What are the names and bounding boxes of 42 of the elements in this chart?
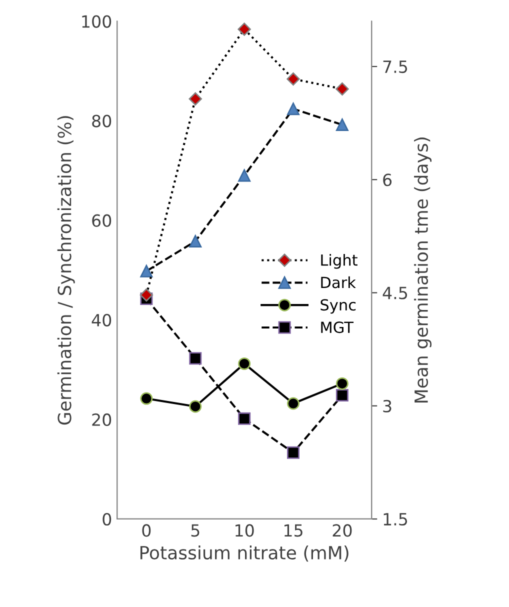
y-axis-title: Germination / Synchronization (%)	[57, 116, 75, 425]
point	[188, 92, 202, 106]
y2-axis-title: Mean germination tme (days)	[414, 138, 432, 402]
y2-tick-label: 1.5	[384, 513, 408, 526]
point	[140, 288, 154, 302]
point	[336, 377, 348, 390]
y-tick-label: 60	[92, 214, 112, 227]
point	[287, 102, 300, 116]
point	[140, 392, 153, 405]
point	[238, 22, 251, 36]
point	[336, 389, 348, 402]
point	[287, 446, 300, 459]
x-tick-label: 5	[191, 524, 200, 537]
y-tick-label: 100	[82, 15, 112, 28]
y2-tick-label: 4.5	[382, 286, 408, 300]
x-tick-label: 20	[332, 524, 352, 537]
legend-label: Light	[321, 254, 358, 269]
y-tick-label: 80	[92, 114, 112, 128]
point	[189, 234, 202, 248]
legend-label: Dark	[321, 276, 356, 288]
y2-tick-label: 3	[383, 400, 392, 412]
x-tick-label: 10	[236, 524, 254, 537]
point	[189, 400, 202, 413]
legend-label: Sync	[320, 299, 356, 314]
point	[287, 397, 300, 410]
x-axis-title: Potassium nitrate (mM)	[140, 546, 348, 562]
point	[286, 72, 300, 86]
y2-tick-label: 6	[383, 174, 392, 186]
x-tick-label: 0	[142, 524, 151, 537]
point	[189, 352, 202, 365]
x-tick-label: 15	[284, 524, 302, 537]
y-tick-label: 0	[102, 512, 112, 526]
y-tick-label: 20	[92, 413, 112, 426]
point	[238, 169, 251, 182]
y-tick-label: 40	[92, 314, 112, 326]
point	[336, 118, 348, 132]
point	[238, 412, 251, 425]
point	[336, 82, 349, 96]
point	[140, 264, 153, 278]
y2-tick-label: 7.5	[383, 60, 408, 74]
point	[238, 357, 251, 370]
legend-label: MGT	[321, 322, 354, 334]
